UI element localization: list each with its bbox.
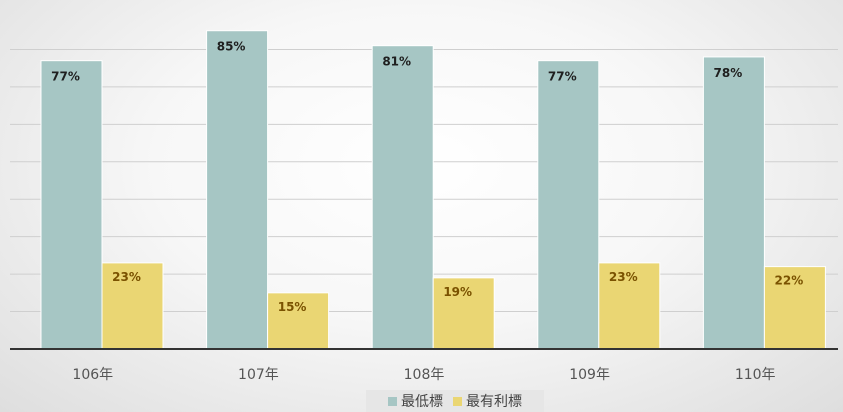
data-label: 15% — [278, 300, 307, 314]
x-tick-label: 108年 — [404, 367, 445, 383]
x-tick-label: 109年 — [569, 367, 610, 383]
data-label: 19% — [443, 285, 472, 299]
data-label: 77% — [51, 70, 80, 84]
x-tick-label: 107年 — [238, 367, 279, 383]
data-label: 81% — [382, 55, 411, 69]
bar-series-1 — [702, 56, 765, 350]
bar-series-1 — [206, 30, 269, 350]
bar-series-1 — [40, 60, 103, 350]
legend-label-series-2: 最有利標 — [466, 394, 522, 410]
legend-item-series-2: 最有利標 — [453, 391, 522, 411]
bar-series-2 — [432, 277, 495, 350]
legend-swatch-series-1 — [388, 396, 397, 406]
data-label: 77% — [548, 70, 577, 84]
data-label: 23% — [112, 270, 141, 284]
bar-series-2 — [598, 262, 661, 350]
legend-label-series-1: 最低標 — [401, 394, 443, 410]
data-label: 85% — [217, 40, 246, 54]
bar-series-1 — [537, 60, 600, 350]
x-tick-label: 110年 — [735, 367, 776, 383]
data-label: 22% — [775, 274, 804, 288]
data-label: 23% — [609, 270, 638, 284]
bar-series-2 — [101, 262, 164, 350]
x-tick-label: 106年 — [72, 367, 113, 383]
legend-swatch-series-2 — [453, 396, 462, 406]
bar-series-2 — [763, 266, 826, 350]
data-label: 78% — [714, 66, 743, 80]
legend-item-series-1: 最低標 — [388, 391, 443, 411]
bar-series-1 — [371, 45, 434, 350]
legend: 最低標 最有利標 — [366, 390, 544, 412]
